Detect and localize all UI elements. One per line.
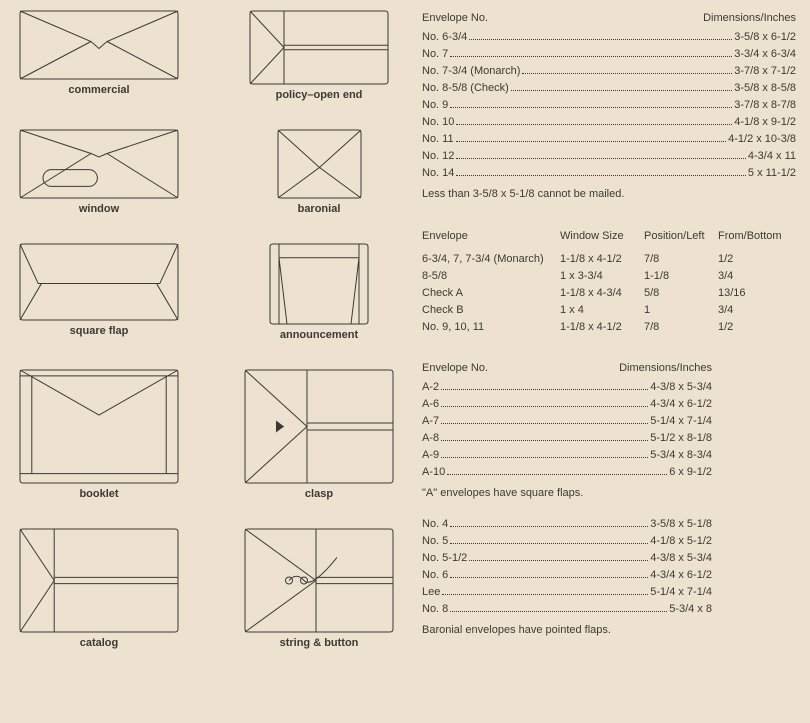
caption-policy: policy–open end [234, 89, 404, 101]
table-row: Lee5-1/4 x 7-1/4 [422, 584, 712, 601]
table-row: A-24-3/8 x 5-3/4 [422, 379, 712, 396]
table-row: Check B1 x 413/4 [422, 302, 796, 319]
table-row: No. 9, 10, 111-1/8 x 4-1/27/81/2 [422, 319, 796, 336]
envelope-commercial: commercial [14, 10, 184, 101]
table-row: A-95-3/4 x 8-3/4 [422, 447, 712, 464]
table-row: No. 85-3/4 x 8 [422, 601, 712, 618]
table-row: No. 8-5/8 (Check)3-5/8 x 8-5/8 [422, 80, 796, 97]
caption-clasp: clasp [234, 488, 404, 500]
table-header: Envelope No.Dimensions/Inches [422, 10, 796, 27]
envelope-window: window [14, 129, 184, 215]
table-commercial-sizes: Envelope No.Dimensions/Inches No. 6-3/43-… [422, 10, 796, 204]
table-row: No. 114-1/2 x 10-3/8 [422, 131, 796, 148]
table-row: No. 124-3/4 x 11 [422, 148, 796, 165]
table-row: No. 93-7/8 x 8-7/8 [422, 97, 796, 114]
table-row: No. 6-3/43-5/8 x 6-1/2 [422, 29, 796, 46]
table-row: No. 64-3/4 x 6-1/2 [422, 567, 712, 584]
table-row: No. 54-1/8 x 5-1/2 [422, 533, 712, 550]
envelope-announcement: announcement [234, 243, 404, 341]
caption-catalog: catalog [14, 637, 184, 649]
table-row: No. 5-1/24-3/8 x 5-3/4 [422, 550, 712, 567]
table-row: No. 7-3/4 (Monarch)3-7/8 x 7-1/2 [422, 63, 796, 80]
envelope-baronial: baronial [234, 129, 404, 215]
table-header: Envelope No.Dimensions/Inches [422, 360, 712, 377]
envelope-clasp: clasp [234, 369, 404, 500]
caption-announcement: announcement [234, 329, 404, 341]
envelope-squareflap: square flap [14, 243, 184, 341]
caption-string: string & button [234, 637, 404, 649]
table-baronial-sizes: No. 43-5/8 x 5-1/8No. 54-1/8 x 5-1/2No. … [422, 516, 712, 639]
table-note: Less than 3-5/8 x 5-1/8 cannot be mailed… [422, 186, 796, 203]
table-row: A-64-3/4 x 6-1/2 [422, 396, 712, 413]
table-note: Baronial envelopes have pointed flaps. [422, 622, 712, 639]
table-row: A-75-1/4 x 7-1/4 [422, 413, 712, 430]
table-row: 6-3/4, 7, 7-3/4 (Monarch)1-1/8 x 4-1/27/… [422, 251, 796, 268]
envelope-policy: policy–open end [234, 10, 404, 101]
table-row: No. 145 x 11-1/2 [422, 165, 796, 182]
table-row: No. 104-1/8 x 9-1/2 [422, 114, 796, 131]
table-row: A-85-1/2 x 8-1/8 [422, 430, 712, 447]
caption-baronial: baronial [234, 203, 404, 215]
table-window-sizes: EnvelopeWindow SizePosition/LeftFrom/Bot… [422, 228, 796, 336]
table-note: "A" envelopes have square flaps. [422, 485, 712, 502]
tables-column: Envelope No.Dimensions/Inches No. 6-3/43-… [422, 10, 796, 649]
page: commercial policy–open end window baronial s… [14, 10, 796, 649]
caption-squareflap: square flap [14, 325, 184, 337]
caption-window: window [14, 203, 184, 215]
envelope-catalog: catalog [14, 528, 184, 649]
table-header: EnvelopeWindow SizePosition/LeftFrom/Bot… [422, 228, 796, 251]
table-row: 8-5/81 x 3-3/41-1/83/4 [422, 268, 796, 285]
table-row: Check A1-1/8 x 4-3/45/813/16 [422, 285, 796, 302]
caption-booklet: booklet [14, 488, 184, 500]
envelope-string: string & button [234, 528, 404, 649]
table-row: A-106 x 9-1/2 [422, 464, 712, 481]
table-row: No. 43-5/8 x 5-1/8 [422, 516, 712, 533]
table-row: No. 73-3/4 x 6-3/4 [422, 46, 796, 63]
envelope-grid: commercial policy–open end window baronial s… [14, 10, 404, 649]
envelope-booklet: booklet [14, 369, 184, 500]
caption-commercial: commercial [14, 84, 184, 96]
table-a-sizes: Envelope No.Dimensions/Inches A-24-3/8 x … [422, 360, 712, 502]
